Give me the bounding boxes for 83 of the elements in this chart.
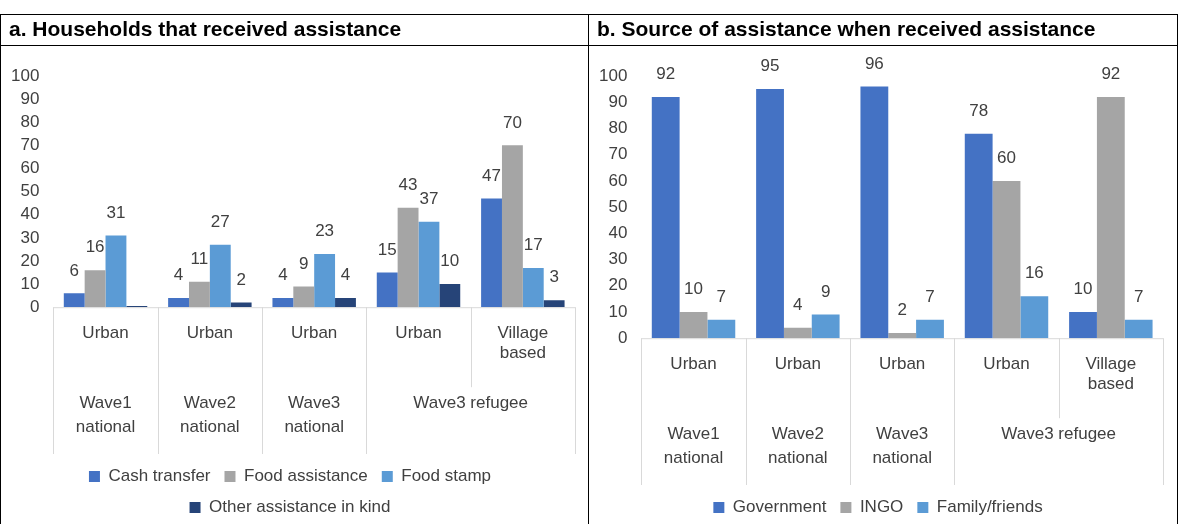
x-tick-label: Village based: [1085, 354, 1137, 394]
y-tick-label: 60: [20, 158, 40, 178]
x-tick-label: Urban: [82, 323, 129, 343]
data-label: 10: [1073, 279, 1093, 299]
data-label: 92: [656, 64, 676, 84]
data-label: 9: [820, 281, 831, 301]
data-label: 16: [1024, 263, 1044, 283]
y-tick-label: 20: [608, 275, 628, 295]
y-tick-label: 70: [608, 144, 628, 164]
data-label: 3: [549, 267, 559, 287]
text: Wave1 national: [75, 393, 136, 437]
legend-label: INGO: [859, 497, 904, 517]
data-label: 2: [897, 300, 907, 320]
data-label: 23: [315, 221, 335, 241]
y-tick-label: 70: [20, 135, 40, 155]
data-label: 31: [106, 202, 126, 222]
data-label: 96: [864, 53, 884, 73]
y-tick-label: 0: [29, 296, 40, 316]
x-tick-label: Urban: [395, 323, 442, 343]
data-label: 60: [997, 148, 1016, 168]
data-label: 27: [210, 211, 230, 231]
legend-label: Family/friends: [936, 497, 1043, 517]
data-label: 17: [523, 235, 543, 255]
x-tick-label: Urban: [291, 323, 338, 343]
y-tick-label: 50: [608, 196, 628, 216]
y-tick-label: 10: [20, 273, 40, 293]
legend-label: Government: [732, 497, 827, 517]
legend-label: Food assistance: [243, 466, 368, 486]
x-tick-label: Urban: [774, 354, 822, 374]
data-label: 9: [299, 253, 309, 273]
x-tick-label: Urban: [983, 354, 1030, 374]
data-label: 4: [793, 294, 803, 314]
data-label: 7: [716, 287, 727, 307]
y-tick-label: 30: [20, 227, 40, 247]
legend-label: Food stamp: [401, 466, 492, 486]
data-label: 47: [482, 165, 501, 185]
text: Wave3 refugee: [1001, 424, 1117, 444]
data-label: 10: [440, 251, 460, 271]
data-label: 16: [85, 237, 105, 257]
chart-title: b. Source of assistance when received assistance: [589, 15, 1177, 46]
y-tick-label: 20: [20, 250, 40, 270]
data-label: 2: [236, 269, 246, 289]
data-label: 70: [502, 112, 522, 132]
y-tick-label: 50: [20, 181, 40, 201]
data-label: 37: [419, 188, 439, 208]
legend-label: Other assistance in kind: [209, 497, 391, 517]
text: Wave3 national: [284, 393, 344, 437]
y-tick-label: 40: [20, 204, 40, 224]
text: Wave3 refugee: [413, 393, 529, 413]
data-label: 11: [190, 248, 209, 268]
y-tick-label: 90: [20, 88, 40, 108]
data-label: 4: [173, 265, 184, 285]
data-label: 7: [925, 287, 935, 307]
data-label: 92: [1101, 64, 1121, 84]
data-label: 15: [377, 239, 397, 259]
x-tick-label: Urban: [879, 354, 926, 374]
chart-title: a. Households that received assistance: [1, 15, 588, 46]
text: Wave2 national: [768, 424, 828, 468]
data-label: 4: [340, 265, 351, 285]
x-tick-label: Village based: [497, 323, 549, 363]
data-label: 43: [398, 174, 418, 194]
text: Wave3 national: [872, 424, 932, 468]
text: Wave2 national: [180, 393, 240, 437]
y-tick-label: 0: [617, 327, 628, 347]
y-tick-label: 100: [598, 65, 628, 85]
y-tick-label: 100: [10, 65, 40, 85]
data-label: 78: [969, 100, 989, 120]
data-label: 10: [684, 279, 703, 299]
x-tick-label: Urban: [670, 354, 717, 374]
text: Wave1 national: [663, 424, 724, 468]
y-tick-label: 80: [608, 118, 628, 138]
y-tick-label: 90: [608, 91, 628, 111]
y-tick-label: 60: [608, 170, 628, 190]
data-label: 95: [760, 56, 780, 76]
data-label: 4: [278, 265, 288, 285]
y-tick-label: 30: [608, 249, 628, 269]
data-label: 7: [1133, 287, 1144, 307]
y-tick-label: 40: [608, 223, 628, 243]
y-tick-label: 10: [608, 301, 628, 321]
x-tick-label: Urban: [186, 323, 234, 343]
data-label: 6: [69, 260, 79, 280]
legend-label: Cash transfer: [108, 466, 211, 486]
y-tick-label: 80: [20, 111, 40, 131]
